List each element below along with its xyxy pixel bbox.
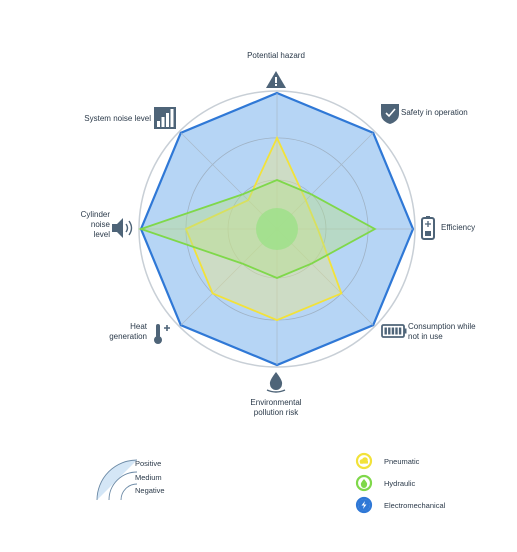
warning-triangle-icon (266, 71, 286, 88)
grid-spoke (276, 228, 374, 326)
axis-label: Heat generation (109, 322, 148, 341)
legend-item: Electromechanical (355, 496, 446, 514)
scale-key: Positive Medium Negative (96, 459, 165, 501)
axis-label: Efficiency (441, 223, 475, 232)
battery-icon (421, 216, 435, 240)
grid-spoke (276, 132, 374, 230)
battery-full-icon (381, 324, 407, 338)
cloud-icon (359, 457, 368, 464)
legend-item: Hydraulic (355, 474, 416, 492)
speaker-icon (112, 218, 133, 238)
grid-spoke (180, 132, 278, 230)
legend-item: Pneumatic (355, 452, 420, 470)
shield-check-icon (381, 104, 399, 124)
lightning-icon (358, 499, 370, 511)
legend-label: Electromechanical (384, 501, 446, 510)
axis-label: System noise level (84, 114, 151, 123)
bar-meter-icon (154, 107, 176, 129)
axis-label: Safety in operation (401, 108, 468, 117)
legend-label: Pneumatic (384, 457, 420, 466)
axis-label: Consumption while not in use (408, 322, 476, 341)
legend-label: Hydraulic (384, 479, 416, 488)
scale-label: Positive (135, 459, 161, 468)
radar-series (138, 91, 415, 367)
scale-label: Medium (135, 473, 162, 482)
scale-arc (108, 471, 138, 501)
axis-label: Environmental pollution risk (250, 398, 301, 417)
center-disc (256, 208, 298, 250)
scale-label: Negative (135, 486, 165, 495)
axis-label: Potential hazard (247, 51, 305, 60)
water-drop-icon (266, 372, 286, 393)
radar-axis-labels: Potential hazard Safety in operation Effic… (81, 51, 476, 417)
grid-spoke (180, 228, 278, 326)
scale-arc (120, 483, 138, 501)
legend: Pneumatic Hydraulic Electromechanical (355, 452, 446, 514)
drop-icon (360, 479, 368, 488)
axis-label: Cylinder noise level (81, 210, 111, 239)
thermometer-icon (154, 324, 170, 344)
